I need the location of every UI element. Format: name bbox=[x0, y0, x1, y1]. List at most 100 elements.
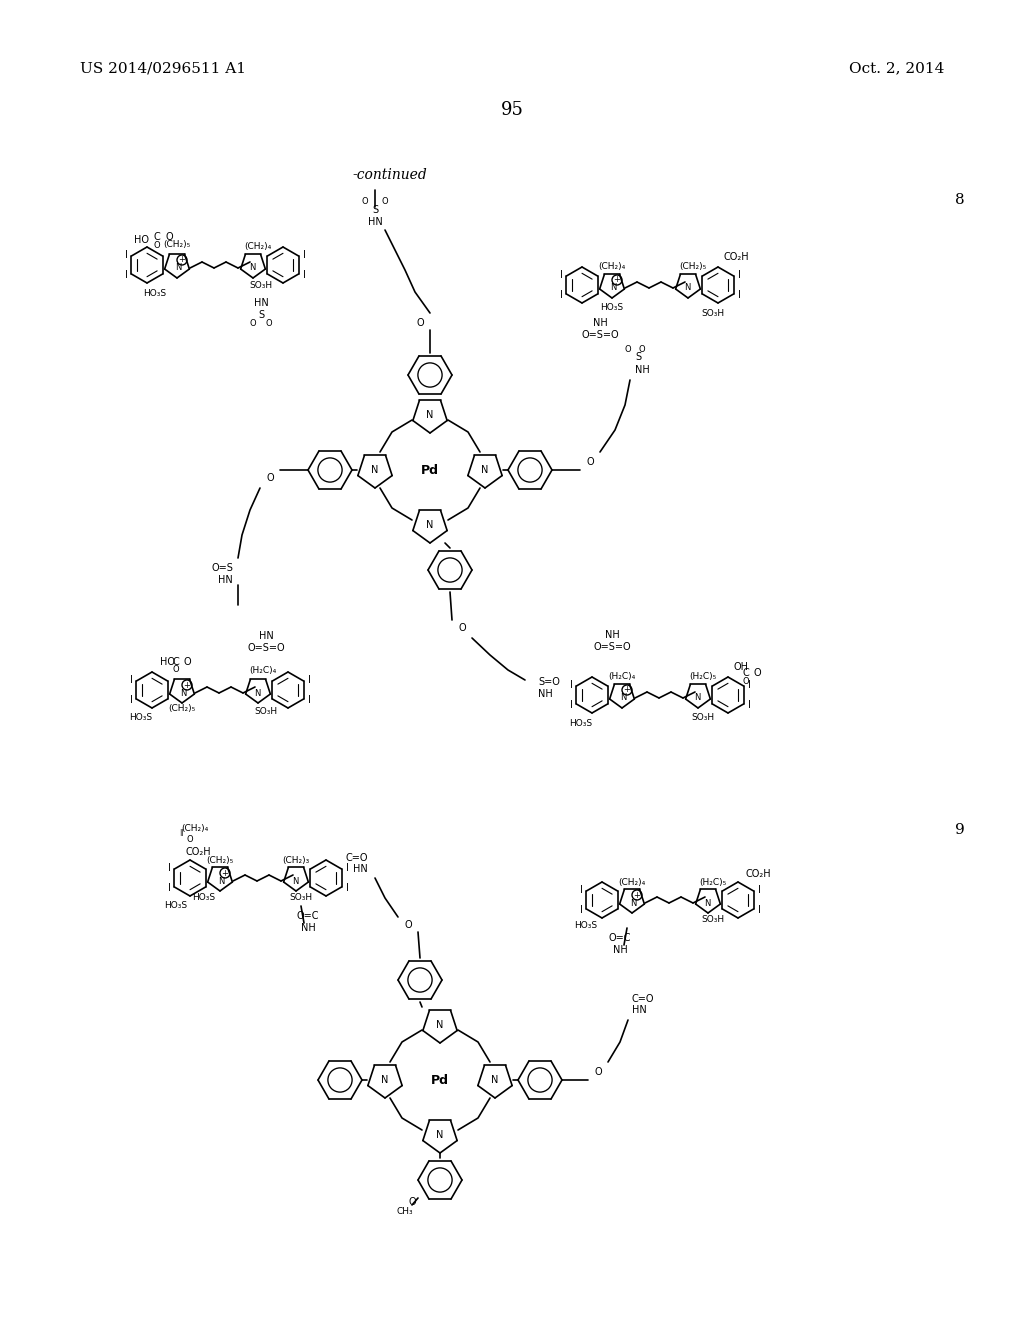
Text: (H₂C)₄: (H₂C)₄ bbox=[608, 672, 636, 681]
Text: O=S=O: O=S=O bbox=[247, 643, 285, 653]
Text: I: I bbox=[307, 675, 310, 685]
Text: HN: HN bbox=[353, 865, 368, 874]
Text: CO₂H: CO₂H bbox=[723, 252, 749, 261]
Text: NH: NH bbox=[538, 689, 553, 700]
Text: (CH₂)₄: (CH₂)₄ bbox=[598, 263, 626, 272]
Text: I: I bbox=[302, 249, 305, 260]
Text: O: O bbox=[742, 676, 750, 685]
Text: HN: HN bbox=[218, 576, 233, 585]
Text: Oct. 2, 2014: Oct. 2, 2014 bbox=[849, 61, 944, 75]
Text: I: I bbox=[125, 249, 127, 260]
Text: SO₃H: SO₃H bbox=[250, 281, 272, 289]
Text: O: O bbox=[250, 318, 256, 327]
Text: SO₃H: SO₃H bbox=[290, 894, 312, 903]
Text: N: N bbox=[610, 284, 616, 293]
Text: +: + bbox=[183, 681, 190, 689]
Text: O: O bbox=[186, 836, 194, 845]
Text: HO: HO bbox=[134, 235, 150, 246]
Text: C=O: C=O bbox=[632, 994, 654, 1005]
Text: (CH₂)₅: (CH₂)₅ bbox=[164, 240, 190, 249]
Text: O: O bbox=[361, 198, 369, 206]
Text: HN: HN bbox=[259, 631, 273, 642]
Text: SO₃H: SO₃H bbox=[701, 309, 725, 318]
Text: I: I bbox=[125, 269, 127, 280]
Text: N: N bbox=[372, 465, 379, 475]
Text: +: + bbox=[178, 256, 185, 264]
Text: O: O bbox=[625, 345, 632, 354]
Text: CO₂H: CO₂H bbox=[746, 869, 772, 879]
Text: S: S bbox=[635, 352, 641, 362]
Text: Pd: Pd bbox=[431, 1073, 449, 1086]
Text: O: O bbox=[404, 920, 412, 931]
Text: N: N bbox=[703, 899, 711, 908]
Text: +: + bbox=[634, 891, 640, 899]
Text: N: N bbox=[180, 689, 186, 697]
Text: S: S bbox=[258, 310, 264, 319]
Text: O: O bbox=[165, 232, 173, 242]
Text: N: N bbox=[492, 1074, 499, 1085]
Text: N: N bbox=[426, 520, 434, 531]
Text: O: O bbox=[265, 318, 272, 327]
Text: I: I bbox=[748, 700, 751, 710]
Text: O: O bbox=[594, 1067, 602, 1077]
Text: N: N bbox=[436, 1020, 443, 1030]
Text: O=S=O: O=S=O bbox=[593, 642, 631, 652]
Text: O: O bbox=[586, 457, 594, 467]
Text: HO₃S: HO₃S bbox=[569, 718, 592, 727]
Text: O: O bbox=[639, 345, 645, 354]
Text: O: O bbox=[173, 665, 179, 675]
Text: HN: HN bbox=[368, 216, 382, 227]
Text: HO₃S: HO₃S bbox=[573, 920, 597, 929]
Text: +: + bbox=[221, 869, 228, 878]
Text: NH: NH bbox=[593, 318, 607, 327]
Text: SO₃H: SO₃H bbox=[691, 713, 715, 722]
Text: HN: HN bbox=[632, 1005, 647, 1015]
Text: +: + bbox=[624, 685, 631, 694]
Text: (CH₂)₅: (CH₂)₅ bbox=[207, 855, 233, 865]
Text: O=C: O=C bbox=[297, 911, 319, 921]
Text: O: O bbox=[266, 473, 273, 483]
Text: SO₃H: SO₃H bbox=[701, 916, 725, 924]
Text: ||: || bbox=[179, 829, 184, 837]
Text: I: I bbox=[559, 271, 562, 280]
Text: HO₃S: HO₃S bbox=[164, 902, 187, 911]
Text: I: I bbox=[758, 906, 761, 915]
Text: I: I bbox=[758, 886, 761, 895]
Text: I: I bbox=[302, 269, 305, 280]
Text: C: C bbox=[154, 232, 161, 242]
Text: C: C bbox=[173, 657, 179, 667]
Text: N: N bbox=[426, 411, 434, 420]
Text: I: I bbox=[569, 680, 572, 690]
Text: HO₃S: HO₃S bbox=[129, 714, 152, 722]
Text: (CH₂)₃: (CH₂)₃ bbox=[283, 855, 309, 865]
Text: O: O bbox=[754, 668, 762, 678]
Text: CO₂H: CO₂H bbox=[185, 847, 211, 857]
Text: N: N bbox=[175, 264, 181, 272]
Text: (CH₂)₄: (CH₂)₄ bbox=[618, 878, 645, 887]
Text: O: O bbox=[458, 623, 466, 634]
Text: I: I bbox=[559, 290, 562, 300]
Text: NH: NH bbox=[301, 923, 315, 933]
Text: O: O bbox=[416, 318, 424, 327]
Text: I: I bbox=[345, 863, 348, 873]
Text: N: N bbox=[249, 264, 255, 272]
Text: Pd: Pd bbox=[421, 463, 439, 477]
Text: O: O bbox=[409, 1197, 416, 1206]
Text: C=O: C=O bbox=[345, 853, 368, 863]
Text: I: I bbox=[569, 700, 572, 710]
Text: (CH₂)₄: (CH₂)₄ bbox=[245, 243, 271, 252]
Text: NH: NH bbox=[635, 366, 650, 375]
Text: (CH₂)₅: (CH₂)₅ bbox=[168, 704, 196, 713]
Text: O: O bbox=[154, 240, 161, 249]
Text: C: C bbox=[742, 668, 750, 678]
Text: SO₃H: SO₃H bbox=[254, 708, 278, 717]
Text: I: I bbox=[345, 883, 348, 892]
Text: HO₃S: HO₃S bbox=[143, 289, 167, 297]
Text: -continued: -continued bbox=[352, 168, 427, 182]
Text: OH: OH bbox=[733, 663, 748, 672]
Text: I: I bbox=[168, 863, 170, 873]
Text: (CH₂)₄: (CH₂)₄ bbox=[181, 824, 209, 833]
Text: N: N bbox=[218, 876, 224, 886]
Text: US 2014/0296511 A1: US 2014/0296511 A1 bbox=[80, 61, 246, 75]
Text: (CH₂)₅: (CH₂)₅ bbox=[679, 263, 707, 272]
